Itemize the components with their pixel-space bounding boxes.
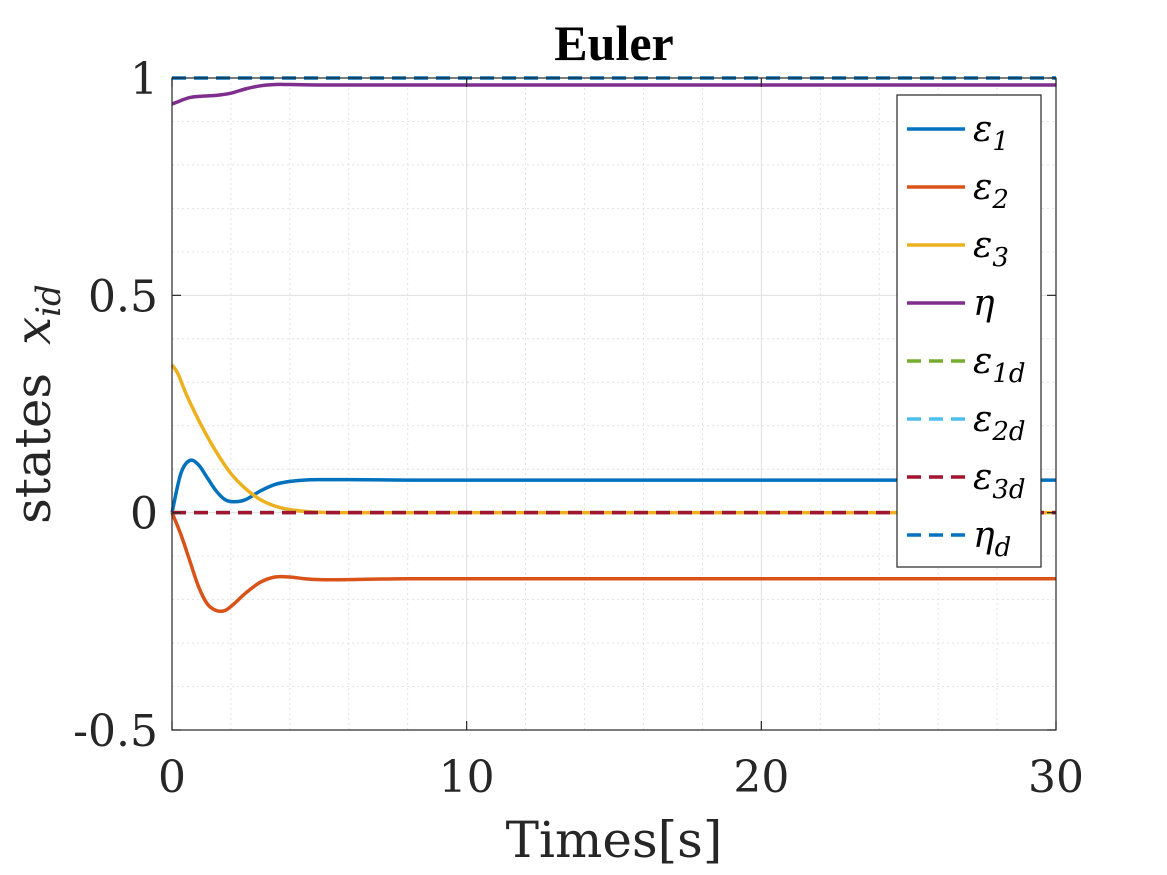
series-line-η bbox=[171, 82, 1056, 106]
x-tick-label: 10 bbox=[439, 752, 495, 803]
legend-symbol: ε bbox=[973, 341, 992, 382]
y-axis-title-math: x bbox=[4, 317, 62, 345]
y-axis-title-math-sub: id bbox=[29, 284, 69, 317]
legend-symbol: ε bbox=[973, 109, 992, 150]
legend-box bbox=[896, 94, 1042, 568]
x-tick-label: 20 bbox=[733, 752, 789, 803]
axes-box bbox=[171, 77, 1057, 731]
y-axis-title: states xid bbox=[4, 284, 69, 524]
legend-subscript: 1 bbox=[992, 127, 1009, 157]
legend-subscript: 1d bbox=[992, 359, 1025, 389]
x-tick-label: 30 bbox=[1028, 752, 1084, 803]
legend-label: ε3 bbox=[973, 225, 1009, 273]
legend-subscript: 3 bbox=[992, 243, 1009, 273]
legend-subscript: d bbox=[995, 533, 1012, 563]
legend-symbol: ε bbox=[973, 457, 992, 498]
y-tick-label: -0.5 bbox=[73, 706, 158, 757]
series-line-ε1 bbox=[170, 458, 1056, 514]
legend-symbol: η bbox=[973, 283, 995, 324]
y-axis-title-word: states bbox=[4, 373, 62, 524]
x-axis-title: Times[s] bbox=[506, 811, 723, 869]
y-tick-label: 0 bbox=[130, 489, 158, 540]
series-line-ε2 bbox=[170, 512, 1057, 614]
legend-label: ε2d bbox=[973, 399, 1026, 447]
y-axis-title-text: states xid bbox=[4, 284, 69, 524]
legend-label: ε3d bbox=[973, 457, 1026, 505]
legend-label: η bbox=[973, 283, 995, 324]
y-tick-label: 1 bbox=[130, 54, 158, 105]
legend-label: ηd bbox=[973, 515, 1011, 563]
legend-subscript: 2 bbox=[991, 185, 1009, 215]
legend-subscript: 3d bbox=[992, 475, 1025, 505]
legend-subscript: 2d bbox=[991, 417, 1025, 447]
chart-title: Euler bbox=[554, 15, 673, 71]
x-tick-label: 0 bbox=[158, 752, 186, 803]
legend-label: ε1d bbox=[973, 341, 1026, 389]
legend-symbol: ε bbox=[973, 225, 992, 266]
y-tick-label: 0.5 bbox=[88, 271, 158, 322]
legend-symbol: ε bbox=[973, 167, 992, 208]
legend-symbol: η bbox=[973, 515, 995, 556]
legend-label: ε1 bbox=[973, 109, 1009, 157]
ticks: 0 10 20 30-0.500.51 bbox=[73, 54, 1084, 803]
legend-label: ε2 bbox=[973, 167, 1009, 215]
legend-symbol: ε bbox=[973, 399, 992, 440]
